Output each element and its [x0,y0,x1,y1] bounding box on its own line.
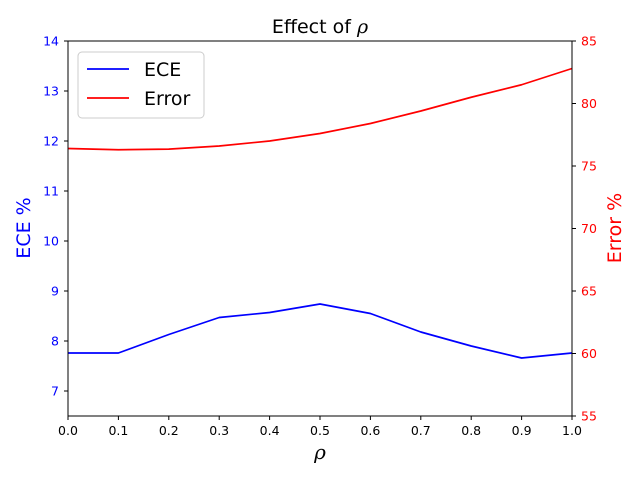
left-y-tick-label: 7 [51,384,59,399]
left-y-tick-label: 14 [43,34,59,49]
x-tick-label: 0.3 [209,423,229,438]
x-tick-label: 0.9 [512,423,532,438]
series-lines [67,67,573,359]
x-tick-label: 0.1 [108,423,128,438]
x-axis: 0.0 0.1 0.2 0.3 0.4 0.5 0.6 0.7 0.8 0.9 1.0 [58,416,582,438]
x-tick-label: 0.2 [159,423,179,438]
x-axis-label: ρ [313,440,326,464]
right-y-tick-label: 80 [581,96,597,111]
series-line-ece [68,303,573,359]
right-y-tick-label: 60 [581,346,597,361]
left-y-axis-label: ECE % [13,197,35,258]
right-y-axis: 55 60 65 70 75 80 85 [572,34,597,424]
x-tick-label: 0.8 [461,423,481,438]
legend: ECE Error [77,51,205,119]
x-tick-label: 0.6 [360,423,380,438]
x-tick-label: 1.0 [562,423,582,438]
right-y-tick-label: 65 [581,284,597,299]
left-y-tick-label: 13 [43,84,59,99]
left-y-tick-label: 9 [51,284,59,299]
x-tick-label: 0.0 [58,423,78,438]
legend-label-ece: ECE [144,59,181,81]
legend-label-error: Error [144,88,191,110]
chart-title: Effect of ρ [272,16,369,38]
series-line-error [67,67,573,151]
chart-title-text: Effect of [272,16,357,38]
left-y-tick-label: 12 [43,134,59,149]
left-y-tick-label: 8 [51,334,59,349]
chart-title-symbol: ρ [356,16,369,38]
left-y-tick-label: 10 [43,234,59,249]
right-y-tick-label: 85 [581,34,597,49]
right-y-tick-label: 75 [581,159,597,174]
x-tick-label: 0.4 [260,423,280,438]
right-y-tick-label: 55 [581,409,597,424]
plot-frame [67,40,573,417]
right-y-axis-label: Error % [604,193,626,263]
x-tick-label: 0.7 [411,423,431,438]
left-y-axis: 7 8 9 10 11 12 13 14 [43,34,68,399]
left-y-tick-label: 11 [43,184,59,199]
x-tick-label: 0.5 [310,423,330,438]
right-y-tick-label: 70 [581,221,597,236]
